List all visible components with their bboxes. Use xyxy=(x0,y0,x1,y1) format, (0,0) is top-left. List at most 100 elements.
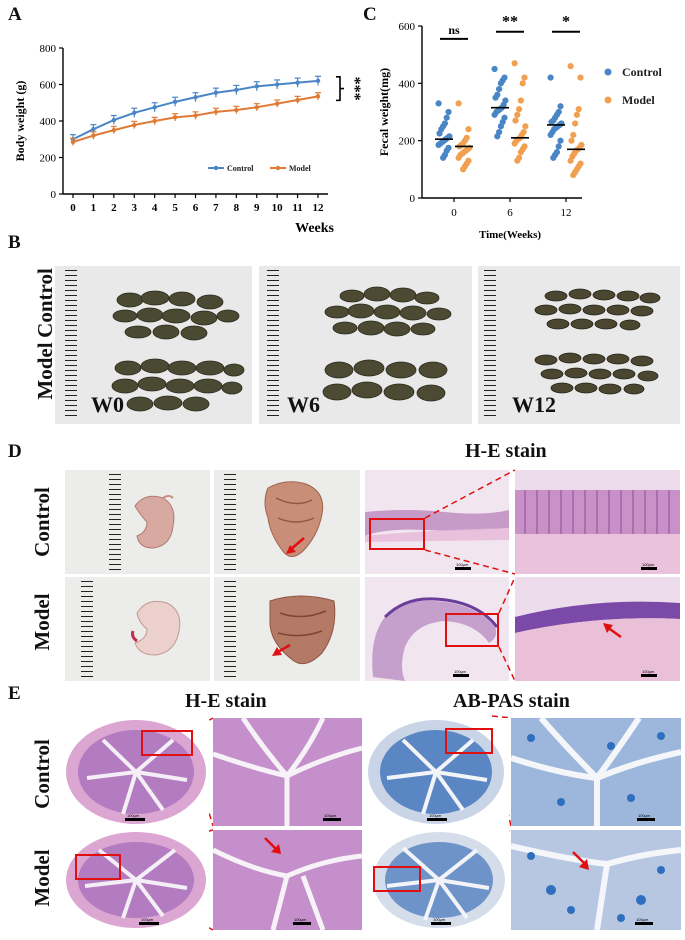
panel-d-letter: D xyxy=(8,441,22,462)
data-point xyxy=(172,99,178,105)
data-point xyxy=(514,111,521,118)
y-tick-label: 200 xyxy=(399,136,416,148)
highlight-box xyxy=(75,854,121,880)
colon-he-control-low: 100μm xyxy=(63,718,209,826)
data-point xyxy=(517,149,524,156)
row-label-control-e: Control xyxy=(30,739,54,809)
fecal-weight-chart: 0 200 400 600 0 6 12 Fecal weight(mg) Time(Weeks… xyxy=(377,14,662,241)
colon-pas-control-low: 100μm xyxy=(363,718,509,826)
y-tick-label: 400 xyxy=(40,116,57,128)
he-micrograph-model-low: 100μm xyxy=(365,577,509,681)
data-point xyxy=(295,80,300,85)
data-point xyxy=(496,85,503,93)
panel-b-letter: B xyxy=(8,232,21,253)
scale-label: 100μm xyxy=(642,562,655,567)
feces-photo-w12: W12 xyxy=(478,266,680,424)
data-point xyxy=(234,87,239,93)
arrow-icon xyxy=(603,623,622,639)
scale-bar xyxy=(323,818,341,821)
scale-label: 100μm xyxy=(141,917,154,922)
data-point xyxy=(111,127,117,133)
scale-label: 100μm xyxy=(636,917,649,922)
panel-e-pas-title: AB-PAS stain xyxy=(453,690,570,712)
fecal-pellets-w0 xyxy=(111,290,245,412)
data-point xyxy=(193,113,198,118)
colon-pas-control-high: 100μm xyxy=(511,718,681,826)
data-point xyxy=(315,94,321,99)
x-tick-label: 12 xyxy=(561,207,572,219)
y-tick-label: 600 xyxy=(399,21,416,33)
scale-bar xyxy=(455,567,471,570)
y-axis-label: Fecal weight(mg) xyxy=(377,68,391,156)
data-point xyxy=(460,166,467,173)
data-point xyxy=(465,126,472,133)
data-point xyxy=(70,139,76,145)
scale-label: 100μm xyxy=(638,813,651,818)
data-point xyxy=(436,130,443,137)
highlight-box xyxy=(141,730,193,756)
data-point xyxy=(234,107,239,113)
legend-label: Control xyxy=(622,65,662,79)
significance-label: ns xyxy=(448,23,460,37)
data-point xyxy=(511,140,518,147)
data-point xyxy=(435,141,442,149)
data-point xyxy=(567,63,574,70)
data-point xyxy=(547,131,554,139)
timepoint-label-w6: W6 xyxy=(287,392,320,417)
data-point xyxy=(443,114,450,121)
x-axis-label: Weeks xyxy=(295,221,334,236)
data-point xyxy=(572,120,579,127)
y-tick-label: 0 xyxy=(51,189,57,201)
data-point xyxy=(521,74,528,81)
x-axis-label: Time(Weeks) xyxy=(479,229,541,241)
data-point xyxy=(440,154,447,161)
x-tick-label: 5 xyxy=(172,202,178,214)
x-tick-label: 10 xyxy=(272,202,284,214)
data-point xyxy=(570,131,577,139)
data-point xyxy=(494,133,501,140)
x-tick-label: 0 xyxy=(70,202,76,214)
legend-marker xyxy=(604,68,612,76)
data-point xyxy=(517,97,524,104)
scale-bar xyxy=(125,818,145,821)
stomach-photo-control-opened xyxy=(214,470,360,574)
feces-photo-w6: W6 xyxy=(259,266,472,424)
panel-e-he-title: H-E stain xyxy=(185,690,267,712)
data-point xyxy=(497,80,504,87)
data-point xyxy=(575,106,582,113)
scale-label: 100μm xyxy=(642,669,655,674)
legend-label: Model xyxy=(289,164,312,173)
data-point xyxy=(315,78,321,84)
x-tick-label: 11 xyxy=(292,202,302,214)
stomach-photo-control-whole xyxy=(65,470,210,574)
stomach-photo-model-opened xyxy=(214,577,360,681)
x-tick-label: 6 xyxy=(507,207,513,219)
y-tick-label: 0 xyxy=(410,193,416,205)
highlight-box xyxy=(369,518,425,550)
scale-bar xyxy=(293,922,311,925)
data-point xyxy=(111,117,117,123)
data-point xyxy=(213,90,219,95)
row-label-model-e: Model xyxy=(30,849,54,907)
data-point xyxy=(132,122,137,128)
colon-he-model-low: 100μm xyxy=(63,830,209,930)
y-tick-label: 800 xyxy=(40,43,57,55)
scale-label: 100μm xyxy=(456,562,469,567)
data-point xyxy=(557,103,564,110)
scale-label: 100μm xyxy=(433,917,446,922)
x-tick-label: 2 xyxy=(111,202,117,214)
highlight-box xyxy=(445,613,499,647)
data-point xyxy=(274,82,280,87)
data-point xyxy=(254,105,259,110)
legend-marker xyxy=(604,96,612,104)
data-point xyxy=(514,157,521,164)
data-point xyxy=(91,127,96,132)
data-point xyxy=(172,115,178,120)
data-point xyxy=(193,95,198,100)
data-point xyxy=(152,118,157,124)
scale-bar xyxy=(641,567,657,570)
significance-bracket xyxy=(336,76,344,102)
scale-bar xyxy=(139,922,159,925)
significance-label: * xyxy=(562,14,570,31)
